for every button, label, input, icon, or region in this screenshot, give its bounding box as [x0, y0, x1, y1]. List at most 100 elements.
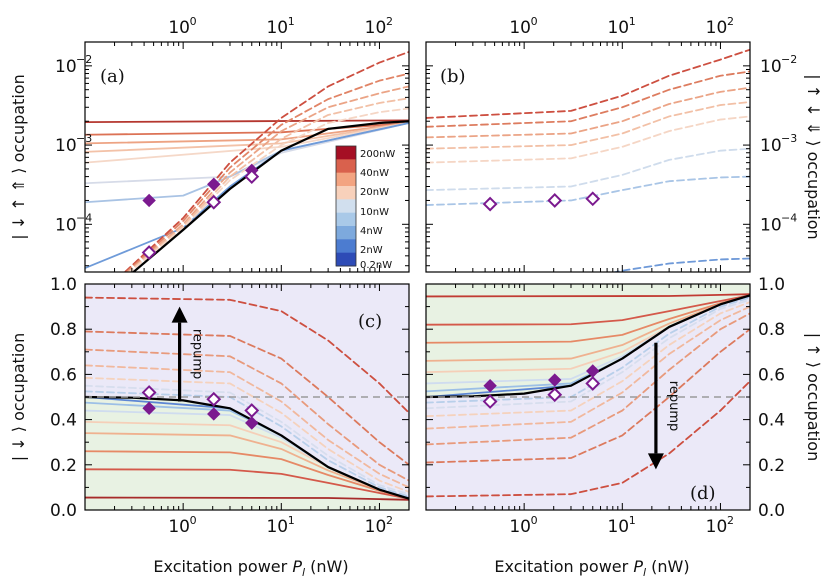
panel-c-marker-filled-0 — [142, 401, 156, 416]
panel-d-ytick-label-0: 0.0 — [758, 501, 785, 521]
panel-a-ytick-label-0: 10 — [55, 215, 77, 235]
panel-d-series-4nW-dash — [426, 298, 750, 410]
panel-b-series-40nW-dash — [426, 70, 750, 128]
panel-b-series-0.2nW-dash — [611, 257, 750, 272]
panel-a-series-0.2nW-solid — [85, 122, 409, 269]
panel-d-series-40nW-dash — [426, 328, 750, 464]
panel-b-ytick-label-2: 10 — [760, 57, 782, 77]
panel-d-series-200nW-dash — [426, 380, 750, 498]
panel-d-marker-open-4 — [547, 387, 563, 403]
colorbar-segment-8 — [336, 252, 356, 267]
panel-a-xtick-exp-2: 2 — [386, 15, 393, 28]
panel-a-marker-open-5 — [244, 169, 260, 185]
panel-a-ytick-label-1: 10 — [55, 136, 77, 156]
panel-d-marker-filled-1 — [548, 373, 562, 387]
panel-c-repump-arrow-head — [171, 306, 188, 323]
panel-c-xtick-exp-1: 1 — [288, 514, 295, 527]
panel-c-ylabel: | ↓ ⟩ occupation — [9, 333, 28, 461]
xlabel-sub: l — [302, 566, 305, 579]
panel-d-ytick-label-5: 1.0 — [758, 275, 785, 295]
panel-a-label: (a) — [100, 66, 125, 87]
panel-d-xtick-exp-0: 0 — [531, 514, 538, 527]
panel-c-xtick-exp-2: 2 — [386, 514, 393, 527]
panel-d-xtick-exp-2: 2 — [727, 514, 734, 527]
panel-d-series-40nW-solid — [426, 294, 750, 326]
xlabel-prefix: Excitation power — [153, 557, 292, 576]
colorbar-segment-5 — [336, 212, 356, 227]
panel-d-xtick-label-0: 10 — [509, 517, 531, 537]
xlabel-sub: l — [643, 566, 646, 579]
panel-d-xtick-label-1: 10 — [607, 517, 629, 537]
panel-a-marker-filled-1 — [207, 177, 221, 191]
colorbar-segment-7 — [336, 239, 356, 254]
panel-d-lower-fill — [426, 295, 750, 510]
panel-c-series-200nW-solid — [85, 496, 409, 501]
panel-a-series-10nW-solid — [85, 122, 409, 153]
panel-a-ylabel: | ↓ ↑ ⇑ ⟩ occupation — [9, 74, 28, 239]
panel-a-ytick-exp-2: −2 — [76, 53, 92, 66]
panel-d-marker-open-5 — [585, 376, 601, 391]
panel-c-ytick-label-0: 0.0 — [50, 501, 77, 521]
panel-c-repump-label: repump — [190, 329, 205, 379]
colorbar-label-1: 40nW — [360, 168, 389, 179]
panel-d-xtick-label-2: 10 — [706, 517, 728, 537]
panel-c-lower-fill — [85, 397, 409, 510]
panel-b-ytick-exp-1: −3 — [781, 132, 797, 145]
panel-a-xtick-label-0: 10 — [168, 18, 190, 38]
panel-a-marker-open-3 — [141, 245, 157, 260]
panel-d-ytick-label-3: 0.6 — [758, 365, 785, 385]
panel-c-series-10nW-dash — [85, 364, 409, 489]
panel-a-series-200nW-solid — [85, 119, 409, 123]
panel-d-marker-filled-0 — [483, 378, 497, 393]
panel-b-xtick-label-0: 10 — [509, 18, 531, 38]
panel-b-series-20nW-dash — [426, 86, 750, 139]
panel-a-xtick-exp-1: 1 — [288, 15, 295, 28]
panel-b-marker-open-0 — [482, 196, 498, 212]
panel-c-series-200nW-dash — [85, 296, 409, 414]
panel-b-frame — [425, 41, 751, 273]
panel-a-series-4nW-solid — [85, 122, 409, 185]
colorbar-label-3: 10nW — [360, 207, 389, 218]
xlabel-prefix: Excitation power — [494, 557, 633, 576]
panel-d-xlabel: Excitation power Pl (nW) — [494, 557, 689, 579]
panel-a-series-6nW-solid — [85, 122, 409, 164]
panel-c-xtick-label-1: 10 — [266, 517, 288, 537]
panel-d-repump-label: repump — [666, 381, 681, 431]
panel-c-marker-open-4 — [206, 391, 222, 407]
xlabel-suffix: (nW) — [646, 557, 690, 576]
panel-a-xtick-exp-0: 0 — [190, 15, 197, 28]
panel-c-ytick-label-2: 0.4 — [50, 411, 77, 431]
panel-a-ytick-exp-0: −4 — [76, 211, 92, 224]
panel-c-ytick-label-1: 0.2 — [50, 456, 77, 476]
panel-a-series-40nW-solid — [85, 122, 409, 136]
panel-a-ytick-label-2: 10 — [55, 57, 77, 77]
panel-a-marker-open-4 — [206, 194, 222, 210]
panel-c-series-40nW-solid — [85, 468, 409, 500]
colorbar-segment-1 — [336, 159, 356, 174]
panel-c-upper-fill — [85, 284, 409, 499]
panel-b-label: (b) — [440, 66, 466, 87]
panel-d-series-6nW-dash — [426, 301, 750, 418]
panel-b-series-10nW-dash — [426, 101, 750, 150]
colorbar-segment-4 — [336, 199, 356, 214]
panel-b-marker-open-1 — [547, 193, 563, 208]
xlabel-suffix: (nW) — [305, 557, 349, 576]
panel-c-marker-open-5 — [244, 403, 260, 418]
panel-d-ytick-label-1: 0.2 — [758, 456, 785, 476]
panel-d-series-20nW-dash — [426, 312, 750, 446]
panel-d-ytick-label-2: 0.4 — [758, 411, 785, 431]
panel-d-series-2nW-dash — [426, 296, 750, 404]
panel-a-xtick-label-1: 10 — [266, 18, 288, 38]
xlabel-symbol: P — [292, 557, 302, 576]
panel-c-ytick-label-5: 1.0 — [50, 275, 77, 295]
colorbar-label-2: 20nW — [360, 187, 389, 198]
colorbar-label-0: 200nW — [360, 149, 395, 160]
panel-b-xtick-exp-0: 0 — [531, 15, 538, 28]
panel-d-repump-arrow-head — [647, 453, 664, 470]
colorbar-frame — [335, 145, 357, 267]
panel-b-series-6nW-dash — [426, 115, 750, 164]
panel-c-xtick-exp-0: 0 — [190, 514, 197, 527]
panel-b-ytick-label-1: 10 — [760, 136, 782, 156]
panel-c-xtick-label-0: 10 — [168, 517, 190, 537]
